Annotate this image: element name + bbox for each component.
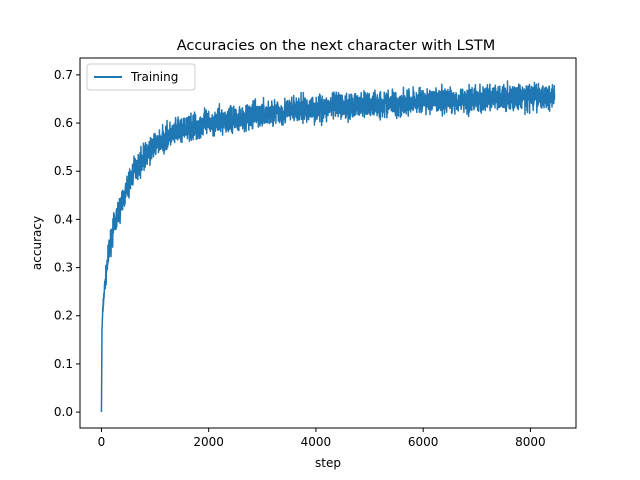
x-axis-label: step — [315, 456, 341, 470]
y-axis-label: accuracy — [30, 216, 44, 270]
x-tick-label: 0 — [98, 435, 106, 449]
y-tick-label: 0.0 — [54, 405, 73, 419]
y-tick-label: 0.7 — [54, 68, 73, 82]
x-axis: 0 2000 4000 6000 8000 — [98, 428, 546, 449]
series-line-training — [100, 80, 556, 413]
y-tick-label: 0.2 — [54, 309, 73, 323]
series-layer — [100, 80, 556, 413]
x-tick-label: 6000 — [408, 435, 439, 449]
y-tick-label: 0.5 — [54, 164, 73, 178]
plot-area — [79, 57, 577, 429]
chart-title: Accuracies on the next character with LS… — [177, 38, 496, 54]
y-tick-label: 0.6 — [54, 116, 73, 130]
legend: Training — [86, 63, 196, 91]
x-tick-label: 8000 — [515, 435, 546, 449]
x-tick-label: 2000 — [193, 435, 224, 449]
axes-frame — [79, 57, 577, 429]
y-axis: 0.0 0.1 0.2 0.3 0.4 0.5 0.6 0.7 — [54, 68, 80, 419]
legend-box — [86, 63, 196, 91]
y-tick-label: 0.4 — [54, 212, 73, 226]
y-tick-label: 0.3 — [54, 261, 73, 275]
legend-label-training: Training — [130, 70, 178, 84]
y-tick-label: 0.1 — [54, 357, 73, 371]
x-tick-label: 4000 — [301, 435, 332, 449]
